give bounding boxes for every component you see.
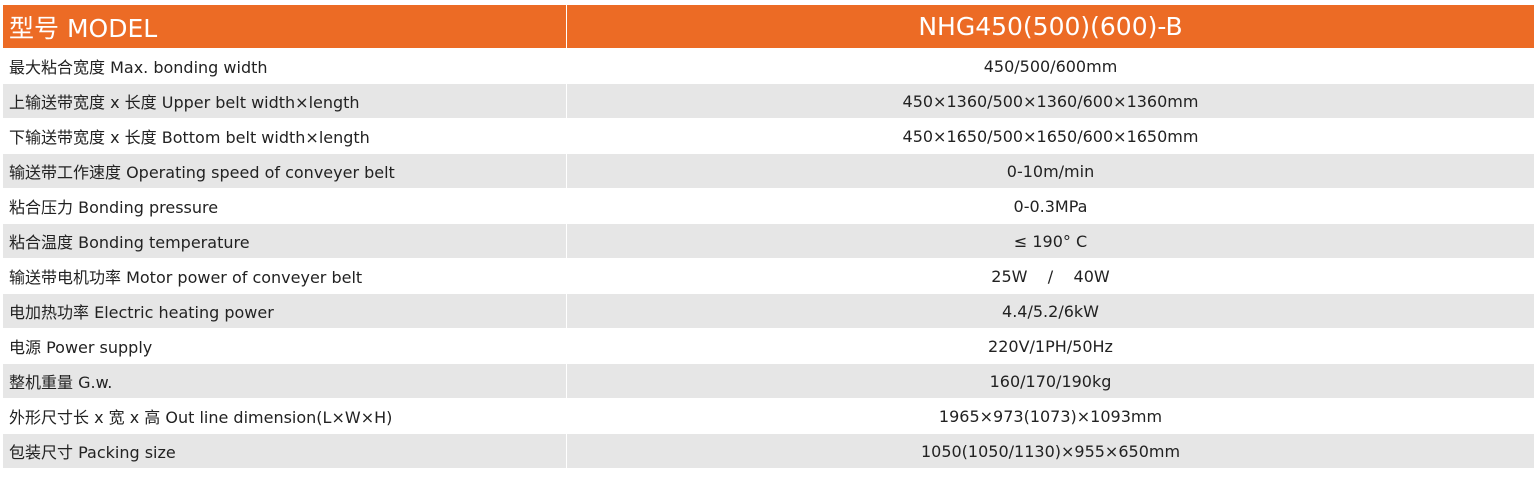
spec-value: 1965×973(1073)×1093mm: [566, 398, 1535, 434]
spec-row: 输送带工作速度 Operating speed of conveyer belt…: [2, 153, 1535, 189]
header-row: 型号 MODEL NHG450(500)(600)-B: [2, 4, 1535, 49]
spec-label: 粘合温度 Bonding temperature: [2, 223, 567, 259]
spec-label: 下输送带宽度 x 长度 Bottom belt width×length: [2, 118, 567, 154]
header-model: NHG450(500)(600)-B: [566, 4, 1535, 49]
spec-value: 1050(1050/1130)×955×650mm: [566, 433, 1535, 469]
spec-row: 最大粘合宽度 Max. bonding width 450/500/600mm: [2, 48, 1535, 84]
spec-label: 上输送带宽度 x 长度 Upper belt width×length: [2, 83, 567, 119]
spec-table: 型号 MODEL NHG450(500)(600)-B 最大粘合宽度 Max. …: [2, 4, 1535, 469]
spec-label: 粘合压力 Bonding pressure: [2, 188, 567, 224]
table-body: 型号 MODEL NHG450(500)(600)-B 最大粘合宽度 Max. …: [2, 4, 1535, 469]
spec-value: 450/500/600mm: [566, 48, 1535, 84]
spec-label: 电加热功率 Electric heating power: [2, 293, 567, 329]
spec-value: 160/170/190kg: [566, 363, 1535, 399]
spec-label: 包装尺寸 Packing size: [2, 433, 567, 469]
spec-row: 粘合压力 Bonding pressure 0-0.3MPa: [2, 188, 1535, 224]
spec-row: 电源 Power supply 220V/1PH/50Hz: [2, 328, 1535, 364]
spec-value: ≤ 190° C: [566, 223, 1535, 259]
spec-row: 输送带电机功率 Motor power of conveyer belt 25W …: [2, 258, 1535, 294]
spec-value: 25W / 40W: [566, 258, 1535, 294]
spec-value: 0-0.3MPa: [566, 188, 1535, 224]
spec-row: 外形尺寸长 x 宽 x 高 Out line dimension(L×W×H) 1…: [2, 398, 1535, 434]
spec-row: 上输送带宽度 x 长度 Upper belt width×length 450×1…: [2, 83, 1535, 119]
spec-value: 0-10m/min: [566, 153, 1535, 189]
spec-row: 包装尺寸 Packing size 1050(1050/1130)×955×650…: [2, 433, 1535, 469]
spec-label: 最大粘合宽度 Max. bonding width: [2, 48, 567, 84]
spec-value: 450×1650/500×1650/600×1650mm: [566, 118, 1535, 154]
spec-label: 输送带电机功率 Motor power of conveyer belt: [2, 258, 567, 294]
spec-label: 输送带工作速度 Operating speed of conveyer belt: [2, 153, 567, 189]
spec-row: 整机重量 G.w. 160/170/190kg: [2, 363, 1535, 399]
spec-label: 外形尺寸长 x 宽 x 高 Out line dimension(L×W×H): [2, 398, 567, 434]
spec-value: 220V/1PH/50Hz: [566, 328, 1535, 364]
spec-value: 4.4/5.2/6kW: [566, 293, 1535, 329]
spec-label: 整机重量 G.w.: [2, 363, 567, 399]
spec-row: 粘合温度 Bonding temperature ≤ 190° C: [2, 223, 1535, 259]
header-label: 型号 MODEL: [2, 4, 567, 49]
spec-label: 电源 Power supply: [2, 328, 567, 364]
spec-value: 450×1360/500×1360/600×1360mm: [566, 83, 1535, 119]
spec-row: 电加热功率 Electric heating power 4.4/5.2/6kW: [2, 293, 1535, 329]
spec-row: 下输送带宽度 x 长度 Bottom belt width×length 450×…: [2, 118, 1535, 154]
